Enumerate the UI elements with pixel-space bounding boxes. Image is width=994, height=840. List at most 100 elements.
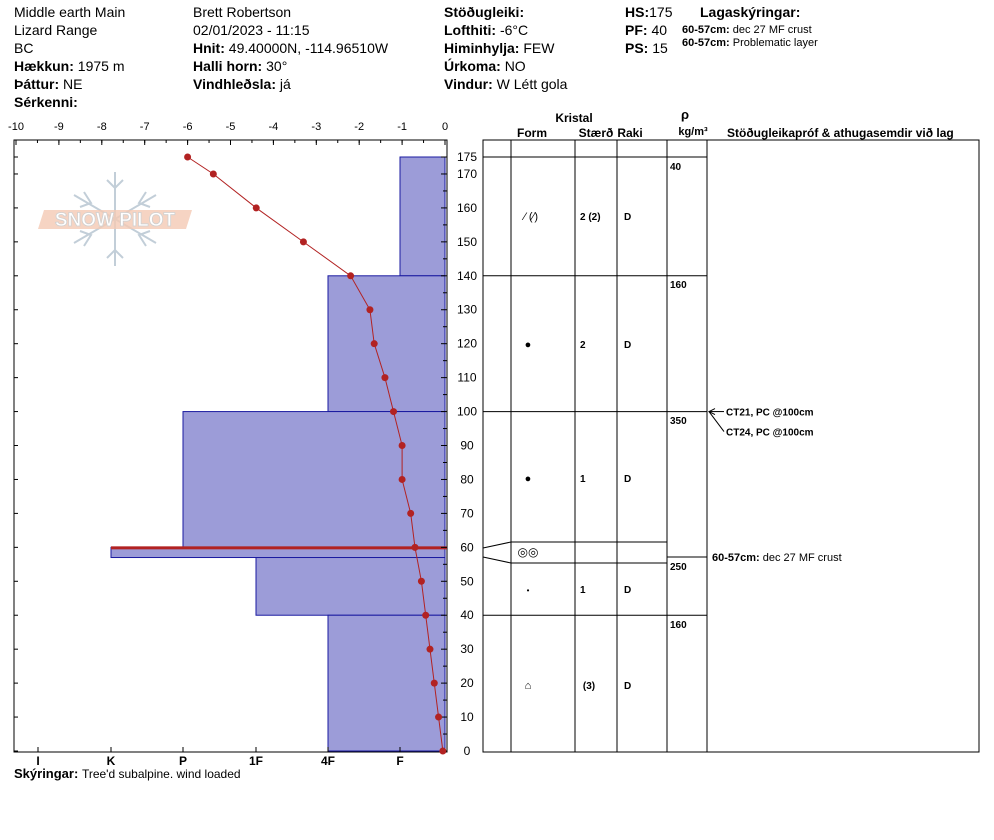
density-value: 350 xyxy=(670,416,687,427)
stability-test: CT21, PC @100cm xyxy=(726,408,814,419)
temperature-point xyxy=(209,170,217,178)
elevation: Hækkun: 1975 m xyxy=(14,57,125,75)
grain-size: 1 xyxy=(580,474,586,485)
hardness-tick-label: P xyxy=(179,754,187,768)
range: Lizard Range xyxy=(14,22,98,38)
temp-tick-label: -8 xyxy=(97,121,107,133)
hardness-bar xyxy=(255,557,446,616)
hardness-tick-label: K xyxy=(107,754,116,768)
depth-tick-label: 60 xyxy=(460,540,474,554)
hardness-axis: I K P 1F 4F F xyxy=(36,747,404,768)
grain-form-icon: ⁄ (⁄) xyxy=(521,211,538,223)
wind-loading: Vindhleðsla: já xyxy=(193,75,291,93)
depth-tick-label: 20 xyxy=(460,676,474,690)
depth-tick-label: 90 xyxy=(460,439,474,453)
crust-connector xyxy=(482,541,512,549)
depth-tick-label: 70 xyxy=(460,506,474,520)
crust-connector xyxy=(482,556,512,564)
coordinates: Hnit: 49.40000N, -114.96510W xyxy=(193,39,388,57)
moisture: D xyxy=(624,474,631,485)
sky: Himinhylja: FEW xyxy=(444,39,554,57)
depth-tick-label: 170 xyxy=(457,167,477,181)
temperature-point xyxy=(370,340,378,348)
ps: PS: 15 xyxy=(625,39,668,57)
grain-size: (3) xyxy=(583,681,595,692)
temp-tick-label: -5 xyxy=(226,121,236,133)
grain-form-icon: • xyxy=(527,586,530,595)
moisture: D xyxy=(624,585,631,596)
hardness-bar xyxy=(399,156,446,277)
col-rho: ρ xyxy=(681,107,689,122)
temp-tick-label: -2 xyxy=(354,121,364,133)
temperature-point xyxy=(439,747,447,755)
wind: Vindur: W Létt gola xyxy=(444,75,567,93)
coords-label: Hnit: xyxy=(193,40,225,56)
wind-loading-value: já xyxy=(279,76,291,92)
grain-form-icon: ⌂ xyxy=(525,680,532,692)
temp-tick-label: -1 xyxy=(397,121,407,133)
depth-axis: 0 10 20 30 40 50 60 70 80 90 100 110 120 130 140 150 160… xyxy=(14,150,477,758)
wind-loading-label: Vindhleðsla: xyxy=(193,76,276,92)
grain-form-icon: ● xyxy=(525,473,532,485)
temperature-point xyxy=(184,153,192,161)
ps-value: 15 xyxy=(652,40,668,56)
snow-pilot-watermark: SNOW PILOT xyxy=(38,172,192,266)
hardness-bar xyxy=(327,275,446,413)
region: BC xyxy=(14,40,34,56)
temperature-point xyxy=(366,306,374,314)
hardness-bars xyxy=(110,156,447,752)
legend-item: 60-57cm: Problematic layer xyxy=(682,37,818,49)
temperature-point xyxy=(252,204,260,212)
snow-profile-chart: SNOW PILOT -10 -9 -8 -7 -6 -5 -4 -3 -2 -1 0 010203… xyxy=(8,107,980,768)
slope: Halli horn: 30° xyxy=(193,57,287,75)
depth-tick-label: 40 xyxy=(460,608,474,622)
features-label: Sérkenni: xyxy=(14,94,78,110)
density-value: 160 xyxy=(670,280,687,291)
airtemp-label: Lofthiti: xyxy=(444,22,497,38)
coords-value: 49.40000N, -114.96510W xyxy=(228,40,389,56)
hardness-tick-label: 1F xyxy=(249,754,263,768)
pf-value: 40 xyxy=(651,22,668,38)
slope-label: Halli horn: xyxy=(193,58,263,74)
layer-note: 60-57cm: dec 27 MF crust xyxy=(712,552,842,564)
temperature-point xyxy=(398,442,406,450)
aspect: Þáttur: NE xyxy=(14,75,82,93)
grain-form-icon: ● xyxy=(525,339,532,351)
grain-size: 2 xyxy=(580,340,586,351)
watermark-text: SNOW PILOT xyxy=(55,210,176,231)
moisture: D xyxy=(624,212,631,223)
comments-value: Tree'd subalpine. wind loaded xyxy=(81,767,241,781)
temp-tick-label: 0 xyxy=(442,121,448,133)
temperature-point xyxy=(398,475,406,483)
grain-form-icon: ◎◎ xyxy=(518,545,539,559)
problem-layer-marker xyxy=(111,546,447,550)
temp-tick-label: -7 xyxy=(140,121,150,133)
hs: HS:175 xyxy=(625,3,672,21)
temp-tick-label: -6 xyxy=(183,121,193,133)
col-size: Stærð xyxy=(579,126,614,140)
ps-label: PS: xyxy=(625,40,649,56)
observer: Brett Robertson xyxy=(193,4,292,20)
hs-value: 175 xyxy=(649,4,673,20)
comments: Skýringar: Tree'd subalpine. wind loaded xyxy=(14,766,241,781)
col-kristal: Kristal xyxy=(555,111,592,125)
depth-tick-label: 50 xyxy=(460,574,474,588)
temp-tick-label: -4 xyxy=(269,121,279,133)
precip-label: Úrkoma: xyxy=(444,58,501,74)
legend-item: 60-57cm: dec 27 MF crust xyxy=(682,24,812,36)
pf: PF: 40 xyxy=(625,21,667,39)
hardness-tick-label: I xyxy=(36,754,39,768)
temperature-point xyxy=(435,713,443,721)
slope-value: 30° xyxy=(266,58,288,74)
depth-tick-label: 150 xyxy=(457,235,477,249)
comments-label: Skýringar: xyxy=(14,766,79,781)
arrow-icon xyxy=(707,408,716,416)
elevation-label: Hækkun: xyxy=(14,58,74,74)
elevation-value: 1975 m xyxy=(77,58,125,74)
temperature-point xyxy=(407,509,415,517)
temperature-point xyxy=(417,577,425,585)
depth-tick-label: 30 xyxy=(460,642,474,656)
temperature-point xyxy=(390,408,398,416)
sky-value: FEW xyxy=(523,40,555,56)
moisture: D xyxy=(624,681,631,692)
